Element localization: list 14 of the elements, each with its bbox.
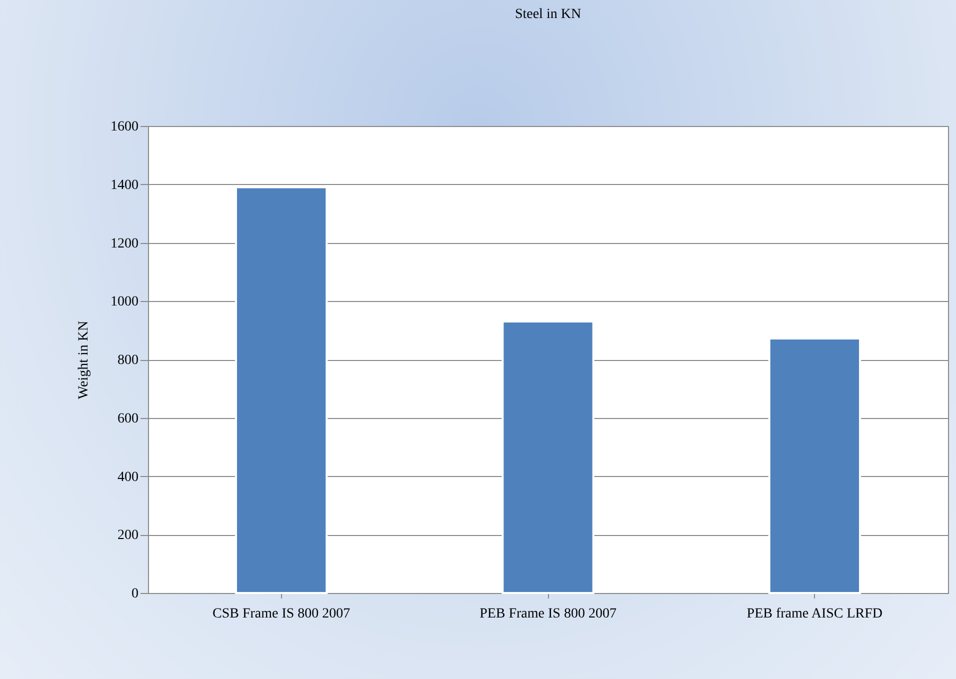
y-tick-label: 600 xyxy=(118,411,138,426)
x-tick-label: PEB frame AISC LRFD xyxy=(746,606,883,622)
y-tick-label: 1200 xyxy=(110,236,138,252)
y-tick-label: 200 xyxy=(118,528,138,544)
chart-title: Steel in KN xyxy=(514,7,582,22)
y-tick-label: 1000 xyxy=(110,294,138,310)
y-tick-label: 1400 xyxy=(110,178,138,193)
y-tick-label: 0 xyxy=(132,586,138,602)
y-tick-label: 1600 xyxy=(110,120,138,134)
y-tick-label: 400 xyxy=(118,470,138,485)
y-axis-title: Weight in KN xyxy=(76,320,92,400)
x-tick-label: PEB Frame IS 800 2007 xyxy=(480,606,616,622)
y-tick-label: 800 xyxy=(118,353,138,368)
x-tick-label: CSB Frame IS 800 2007 xyxy=(212,606,350,622)
